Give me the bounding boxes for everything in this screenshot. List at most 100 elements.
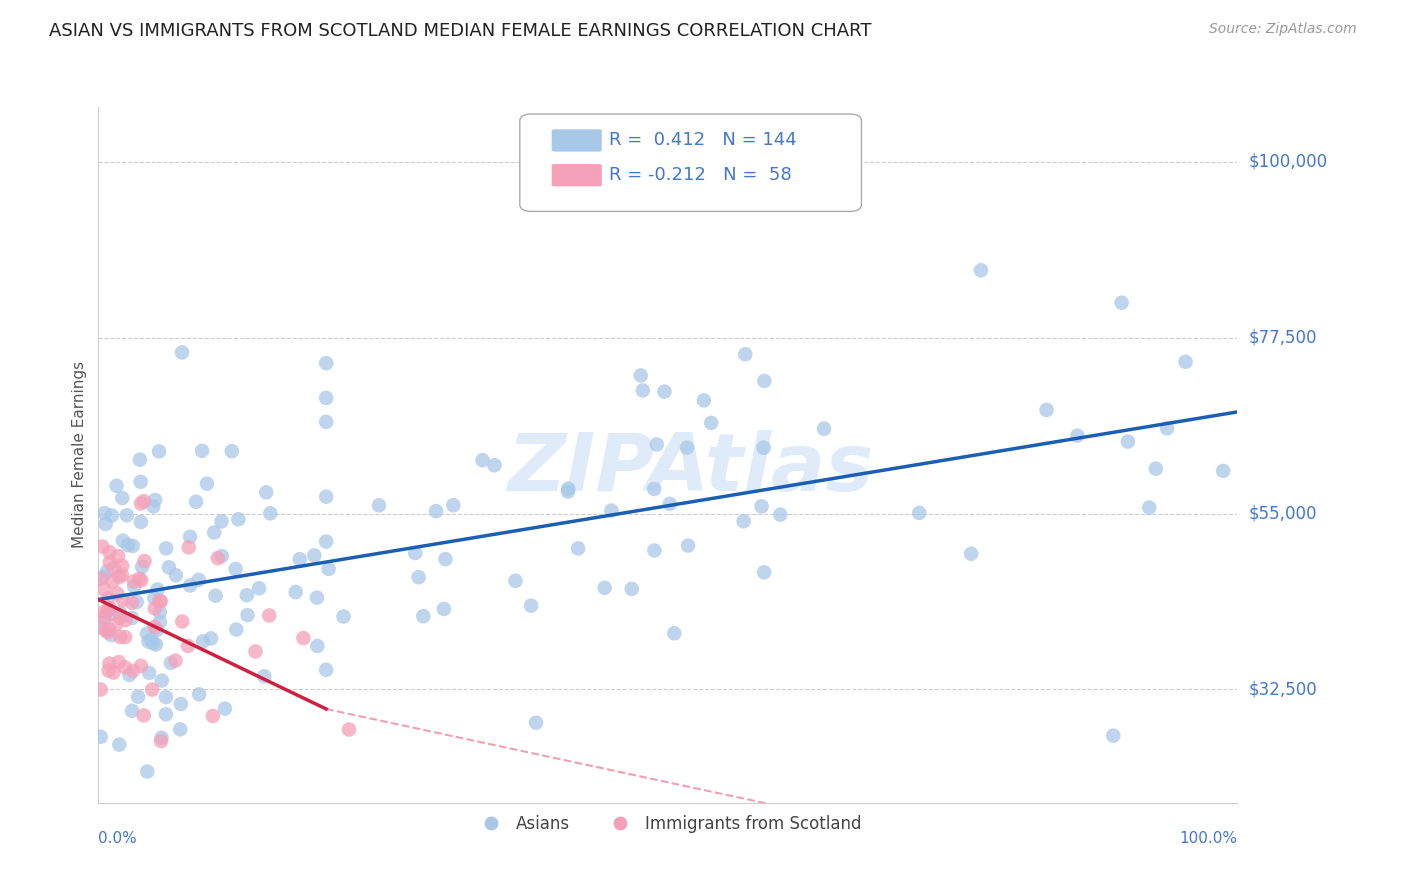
- Point: [292, 631, 315, 645]
- Point: [138, 634, 160, 648]
- Point: [228, 512, 250, 526]
- Point: [145, 624, 167, 638]
- Point: [97, 591, 120, 606]
- Point: [90, 572, 112, 586]
- Point: [141, 682, 163, 697]
- Point: [195, 476, 218, 491]
- Point: [188, 687, 211, 701]
- Point: [676, 441, 699, 455]
- Point: [200, 632, 222, 646]
- Point: [304, 549, 326, 563]
- Point: [98, 601, 121, 615]
- Point: [433, 602, 456, 616]
- Point: [211, 549, 233, 563]
- Point: [114, 613, 136, 627]
- Point: [305, 591, 328, 605]
- Point: [148, 444, 170, 458]
- Point: [129, 452, 152, 467]
- Point: [155, 707, 177, 722]
- Point: [165, 568, 187, 582]
- Point: [557, 484, 579, 499]
- Point: [184, 494, 207, 508]
- Point: [122, 664, 145, 678]
- Point: [643, 482, 665, 496]
- Point: [676, 539, 699, 553]
- Point: [129, 475, 152, 489]
- Point: [121, 704, 143, 718]
- Point: [121, 596, 143, 610]
- Point: [101, 508, 124, 523]
- Point: [94, 623, 117, 637]
- Point: [101, 574, 124, 589]
- Point: [201, 709, 224, 723]
- Point: [505, 574, 527, 588]
- Point: [315, 490, 337, 504]
- Point: [97, 625, 120, 640]
- Point: [170, 345, 193, 359]
- Point: [149, 605, 172, 619]
- Point: [139, 632, 162, 647]
- Point: [315, 534, 337, 549]
- Point: [600, 503, 623, 517]
- Point: [434, 552, 457, 566]
- Point: [734, 347, 756, 361]
- Point: [567, 541, 589, 556]
- Text: ZIPAtlas: ZIPAtlas: [508, 430, 873, 508]
- Point: [143, 493, 166, 508]
- Point: [751, 500, 773, 514]
- Point: [105, 479, 128, 493]
- Point: [1137, 500, 1160, 515]
- Point: [111, 491, 134, 505]
- Point: [103, 561, 125, 575]
- Point: [631, 384, 654, 398]
- Point: [129, 515, 152, 529]
- Point: [960, 547, 983, 561]
- Point: [115, 508, 138, 523]
- Point: [908, 506, 931, 520]
- Point: [520, 599, 543, 613]
- Point: [97, 664, 120, 678]
- Point: [132, 708, 155, 723]
- Point: [191, 443, 214, 458]
- Point: [150, 731, 173, 745]
- Point: [111, 533, 134, 548]
- Point: [108, 655, 131, 669]
- Point: [157, 560, 180, 574]
- Point: [332, 609, 354, 624]
- Point: [225, 562, 247, 576]
- FancyBboxPatch shape: [551, 129, 602, 152]
- Point: [97, 604, 120, 618]
- Point: [245, 644, 267, 658]
- Point: [91, 540, 114, 554]
- Point: [1174, 355, 1197, 369]
- Point: [122, 579, 145, 593]
- Point: [98, 556, 121, 570]
- FancyBboxPatch shape: [551, 164, 602, 186]
- Point: [100, 607, 122, 621]
- Point: [318, 562, 340, 576]
- Point: [315, 356, 337, 370]
- Point: [98, 545, 121, 559]
- Point: [136, 764, 159, 779]
- Point: [1111, 295, 1133, 310]
- Point: [214, 701, 236, 715]
- Point: [131, 559, 153, 574]
- Point: [654, 384, 676, 399]
- Point: [1212, 464, 1234, 478]
- Point: [441, 498, 464, 512]
- Point: [225, 623, 247, 637]
- Point: [412, 609, 434, 624]
- Point: [127, 690, 149, 704]
- Point: [620, 582, 643, 596]
- Point: [593, 581, 616, 595]
- Point: [284, 585, 307, 599]
- Point: [177, 639, 200, 653]
- Text: ASIAN VS IMMIGRANTS FROM SCOTLAND MEDIAN FEMALE EARNINGS CORRELATION CHART: ASIAN VS IMMIGRANTS FROM SCOTLAND MEDIAN…: [49, 22, 872, 40]
- Point: [100, 628, 122, 642]
- Point: [155, 690, 177, 704]
- Point: [93, 612, 115, 626]
- Point: [693, 393, 716, 408]
- Point: [117, 538, 139, 552]
- Point: [90, 730, 112, 744]
- Point: [752, 566, 775, 580]
